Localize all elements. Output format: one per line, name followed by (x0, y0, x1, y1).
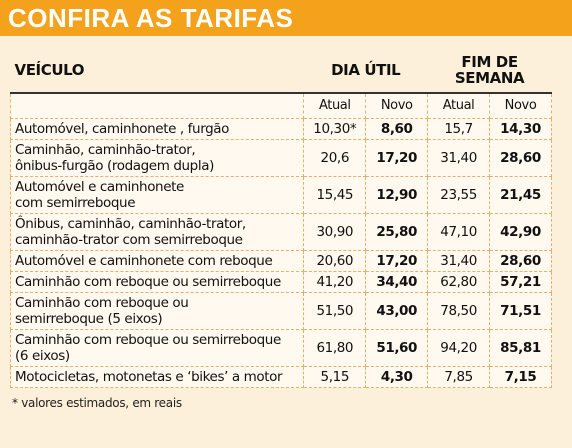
table-row: Caminhão com reboque ou semirreboque (5 … (9, 292, 552, 330)
current-price-cell: 61,80 (303, 329, 367, 367)
new-price-cell: 42,90 (489, 213, 552, 251)
current-price-cell: 78,50 (427, 292, 491, 330)
vehicle-cell: Caminhão com reboque ou semirreboque (5 … (9, 292, 305, 330)
current-price-cell: 23,55 (427, 176, 491, 214)
table-row: Ônibus, caminhão, caminhão-trator, camin… (9, 213, 552, 251)
new-price-cell: 71,51 (489, 292, 552, 330)
new-price-cell: 25,80 (365, 213, 429, 251)
new-price-cell: 85,81 (489, 329, 552, 367)
title-banner: CONFIRA AS TARIFAS (0, 0, 572, 36)
table-row: Caminhão com reboque ou semirreboque 41,2… (9, 271, 552, 293)
sub-header: Atual (303, 92, 367, 119)
tariff-table: VEÍCULO DIA ÚTIL FIM DE SEMANA Atual Novo Atu… (9, 44, 552, 388)
new-price-cell: 12,90 (365, 176, 429, 214)
subheader-row: Atual Novo Atual Novo (9, 92, 552, 119)
vehicle-cell: Caminhão, caminhão-trator, ônibus-furgão… (9, 139, 305, 177)
table-row: Automóvel, caminhonete , furgão 10,30* 8,6… (9, 118, 552, 140)
current-price-cell: 20,6 (303, 139, 367, 177)
table-row: Automóvel e caminhonete com semirreboque… (9, 176, 552, 214)
footnote: * valores estimados, em reais (12, 396, 182, 410)
vehicle-cell: Motocicletas, motonetas e ‘bikes’ a moto… (9, 366, 305, 388)
current-price-cell: 15,7 (427, 118, 491, 140)
sub-header: Novo (489, 92, 552, 119)
blank-cell (9, 92, 305, 119)
current-price-cell: 30,90 (303, 213, 367, 251)
vehicle-cell: Automóvel e caminhonete com semirreboque (9, 176, 305, 214)
new-price-cell: 28,60 (489, 139, 552, 177)
vehicle-cell: Automóvel, caminhonete , furgão (9, 118, 305, 140)
header-row: VEÍCULO DIA ÚTIL FIM DE SEMANA (10, 44, 552, 94)
current-price-cell: 10,30* (303, 118, 367, 140)
new-price-cell: 17,20 (365, 250, 429, 272)
new-price-cell: 43,00 (365, 292, 429, 330)
new-price-cell: 57,21 (489, 271, 552, 293)
current-price-cell: 51,50 (303, 292, 367, 330)
new-price-cell: 21,45 (489, 176, 552, 214)
current-price-cell: 20,60 (303, 250, 367, 272)
sub-header: Atual (427, 92, 491, 119)
current-price-cell: 15,45 (303, 176, 367, 214)
current-price-cell: 31,40 (427, 139, 491, 177)
sub-header: Novo (365, 92, 429, 119)
current-price-cell: 47,10 (427, 213, 491, 251)
current-price-cell: 7,85 (427, 366, 491, 388)
table-row: Automóvel e caminhonete com reboque 20,60… (9, 250, 552, 272)
group-header: DIA ÚTIL (303, 44, 428, 94)
group-header: FIM DE SEMANA (427, 44, 552, 94)
table-row: Motocicletas, motonetas e ‘bikes’ a moto… (9, 366, 552, 388)
new-price-cell: 34,40 (365, 271, 429, 293)
vehicle-header: VEÍCULO (10, 44, 304, 94)
new-price-cell: 7,15 (489, 366, 552, 388)
table-row: Caminhão com reboque ou semirreboque (6 … (9, 329, 552, 367)
table-row: Caminhão, caminhão-trator, ônibus-furgão… (9, 139, 552, 177)
new-price-cell: 8,60 (365, 118, 429, 140)
new-price-cell: 4,30 (365, 366, 429, 388)
current-price-cell: 31,40 (427, 250, 491, 272)
vehicle-cell: Caminhão com reboque ou semirreboque (6 … (9, 329, 305, 367)
vehicle-cell: Automóvel e caminhonete com reboque (9, 250, 305, 272)
current-price-cell: 5,15 (303, 366, 367, 388)
new-price-cell: 51,60 (365, 329, 429, 367)
new-price-cell: 28,60 (489, 250, 552, 272)
vehicle-cell: Caminhão com reboque ou semirreboque (9, 271, 305, 293)
new-price-cell: 14,30 (489, 118, 552, 140)
current-price-cell: 41,20 (303, 271, 367, 293)
current-price-cell: 62,80 (427, 271, 491, 293)
current-price-cell: 94,20 (427, 329, 491, 367)
new-price-cell: 17,20 (365, 139, 429, 177)
vehicle-cell: Ônibus, caminhão, caminhão-trator, camin… (9, 213, 305, 251)
